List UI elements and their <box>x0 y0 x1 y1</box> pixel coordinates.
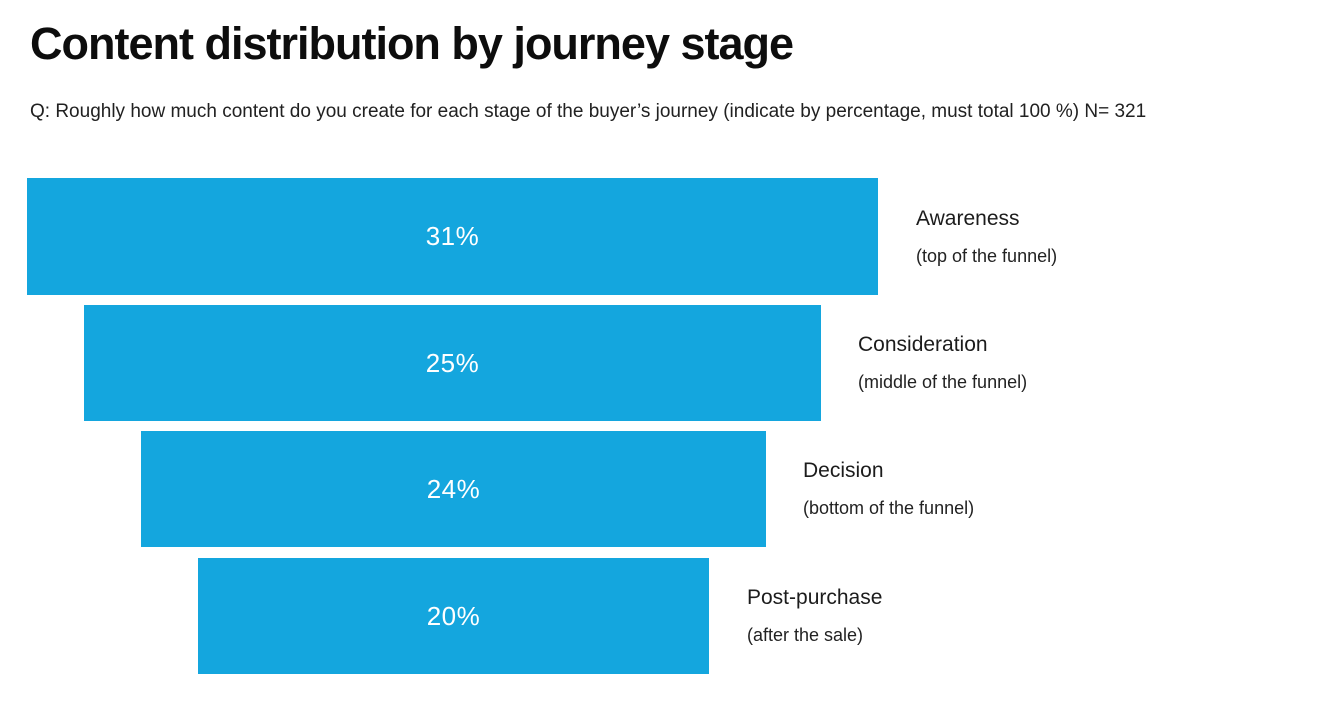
page-title: Content distribution by journey stage <box>30 18 794 69</box>
stage-sublabel-decision: (bottom of the funnel) <box>803 498 975 518</box>
funnel-stage-decision: 24% Decision (bottom of the funnel) <box>0 431 1320 547</box>
stage-label-post-purchase: Post-purchase (after the sale) <box>747 586 882 646</box>
value-label-decision: 24% <box>426 473 481 504</box>
funnel-bar-post-purchase: 20% <box>198 558 709 674</box>
stage-name-consideration: Consideration <box>858 333 988 356</box>
funnel-bar-consideration: 25% <box>84 305 821 421</box>
funnel-stage-awareness: 31% Awareness (top of the funnel) <box>0 178 1320 295</box>
funnel-chart: 31% Awareness (top of the funnel) 25% Co… <box>0 178 1320 675</box>
value-label-post-purchase: 20% <box>426 600 481 631</box>
value-label-consideration: 25% <box>425 347 480 378</box>
stage-sublabel-consideration: (middle of the funnel) <box>858 372 1028 392</box>
stage-sublabel-post-purchase: (after the sale) <box>747 625 864 645</box>
value-label-awareness: 31% <box>425 221 480 251</box>
stage-label-awareness: Awareness (top of the funnel) <box>916 207 1057 267</box>
funnel-bar-decision: 24% <box>141 431 766 547</box>
stage-name-post-purchase: Post-purchase <box>747 586 883 609</box>
stage-label-consideration: Consideration (middle of the funnel) <box>858 333 1027 393</box>
funnel-stage-consideration: 25% Consideration (middle of the funnel) <box>0 305 1320 421</box>
survey-question-subtitle: Q: Roughly how much content do you creat… <box>30 101 1147 122</box>
stage-name-awareness: Awareness <box>916 206 1020 230</box>
funnel-bar-awareness: 31% <box>27 178 878 295</box>
funnel-stage-post-purchase: 20% Post-purchase (after the sale) <box>0 558 1320 674</box>
stage-sublabel-awareness: (top of the funnel) <box>916 245 1058 266</box>
stage-name-decision: Decision <box>803 459 884 482</box>
stage-label-decision: Decision (bottom of the funnel) <box>803 459 974 519</box>
